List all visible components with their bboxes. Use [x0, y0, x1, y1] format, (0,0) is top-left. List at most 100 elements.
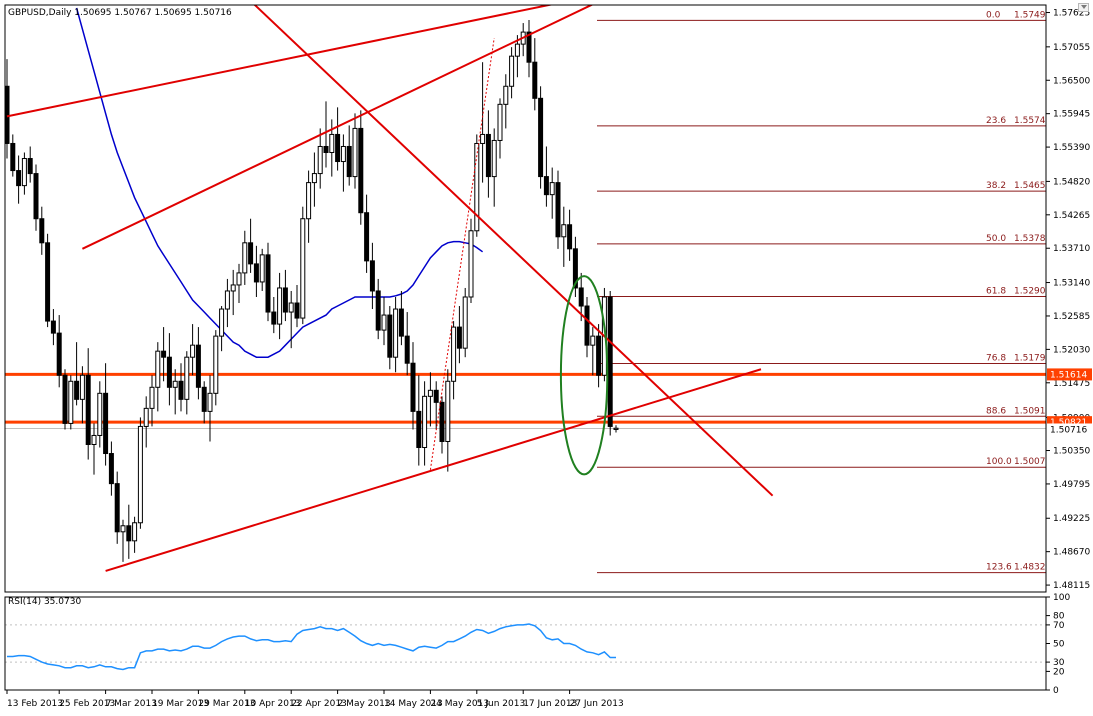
time-axis-label: 5 Jun 2013: [477, 699, 525, 709]
current-price-label: 1.50716: [1050, 425, 1087, 435]
candle: [5, 59, 10, 159]
candle-body: [572, 248, 578, 289]
price-axis-label: 1.48670: [1053, 548, 1090, 558]
chart-title: GBPUSD,Daily 1.50695 1.50767 1.50695 1.5…: [8, 8, 232, 18]
time-axis-label: 29 Mar 2013: [198, 699, 255, 709]
candle-body: [294, 302, 300, 319]
candle-body: [207, 392, 213, 412]
candle-body: [474, 142, 480, 232]
candle-body: [5, 85, 10, 144]
fib-level-price: 1.51795: [1014, 354, 1051, 364]
candle: [387, 306, 393, 370]
candle-body: [387, 314, 393, 358]
candle: [404, 312, 410, 376]
candle: [538, 86, 544, 189]
rsi-pane-frame: [4, 596, 1047, 691]
main-price-pane: 0.0 1.57494 23.6 1.55742 38.2 1.54659 50.0 1.53…: [5, 5, 1051, 574]
candle-body: [97, 392, 103, 436]
candle-body: [282, 287, 288, 313]
fib-level-price: 1.54659: [1014, 181, 1051, 191]
candle-body: [242, 242, 248, 274]
candle-body: [166, 356, 172, 388]
candle: [50, 309, 56, 346]
price-axis-label: 1.52585: [1053, 312, 1090, 322]
price-axis-label: 1.57625: [1053, 9, 1090, 19]
rsi-series-line: [7, 623, 616, 671]
moving-average: [75, 7, 484, 358]
candle: [126, 504, 132, 559]
candle: [33, 164, 39, 231]
candle-body: [311, 173, 317, 184]
candle-body: [74, 380, 80, 400]
rsi-title: RSI(14) 35.0730: [8, 597, 81, 607]
candle-body: [555, 182, 561, 238]
candle-body: [346, 145, 352, 178]
candle: [143, 396, 149, 448]
candle: [596, 324, 602, 388]
candle-body: [39, 218, 45, 244]
candle-body: [416, 410, 422, 449]
candle: [103, 363, 109, 466]
candle: [393, 296, 399, 373]
candle: [91, 423, 97, 475]
candle-body: [184, 356, 190, 400]
candle-body: [567, 224, 573, 250]
candle-body: [613, 427, 619, 430]
candle: [375, 278, 381, 340]
candle-body: [149, 386, 155, 409]
candle: [358, 110, 364, 225]
candle: [311, 152, 317, 207]
rsi-axis-label: 50: [1053, 640, 1065, 650]
price-axis-label: 1.53140: [1053, 279, 1090, 289]
candle-body: [491, 139, 497, 178]
current-price-tag-bg: [1047, 423, 1092, 434]
candle: [451, 321, 457, 400]
candle-body: [21, 158, 27, 187]
candle-body: [161, 350, 167, 358]
price-axis-label: 1.48115: [1053, 581, 1090, 591]
candle-body: [10, 142, 16, 172]
candle: [445, 369, 451, 472]
candle-body: [155, 350, 161, 388]
candle: [346, 125, 352, 186]
candle: [39, 206, 45, 255]
candle: [219, 306, 225, 352]
candle-body: [480, 133, 486, 144]
candle: [277, 272, 283, 340]
candle: [114, 471, 120, 544]
candle: [213, 330, 219, 406]
candle: [242, 230, 248, 285]
main-pane-frame: [4, 4, 1047, 593]
candle: [27, 146, 33, 183]
candle: [474, 134, 480, 237]
rsi-axis-label: 20: [1053, 667, 1065, 677]
candle: [137, 417, 143, 529]
candle: [485, 110, 491, 198]
price-tag-label: 1.50821: [1050, 418, 1087, 428]
candle: [230, 269, 236, 316]
candle: [555, 170, 561, 249]
trendlines: [6, 5, 774, 572]
candle: [584, 296, 590, 358]
chart-menu-button[interactable]: [1078, 3, 1089, 12]
candle-body: [329, 133, 335, 154]
candle: [491, 128, 497, 207]
candle-body: [300, 218, 306, 319]
candle: [178, 363, 184, 412]
candle-body: [108, 453, 114, 485]
candle: [265, 242, 271, 322]
candle: [416, 375, 422, 466]
candle-body: [213, 335, 219, 394]
price-axis-label: 1.49795: [1053, 480, 1090, 490]
candle-body: [190, 344, 196, 358]
fib-level-label: 123.6: [986, 563, 1012, 573]
price-axis-label: 1.55945: [1053, 110, 1090, 120]
candle: [190, 324, 196, 376]
candle-body: [503, 85, 509, 105]
candle: [10, 134, 16, 177]
candle: [149, 375, 155, 427]
